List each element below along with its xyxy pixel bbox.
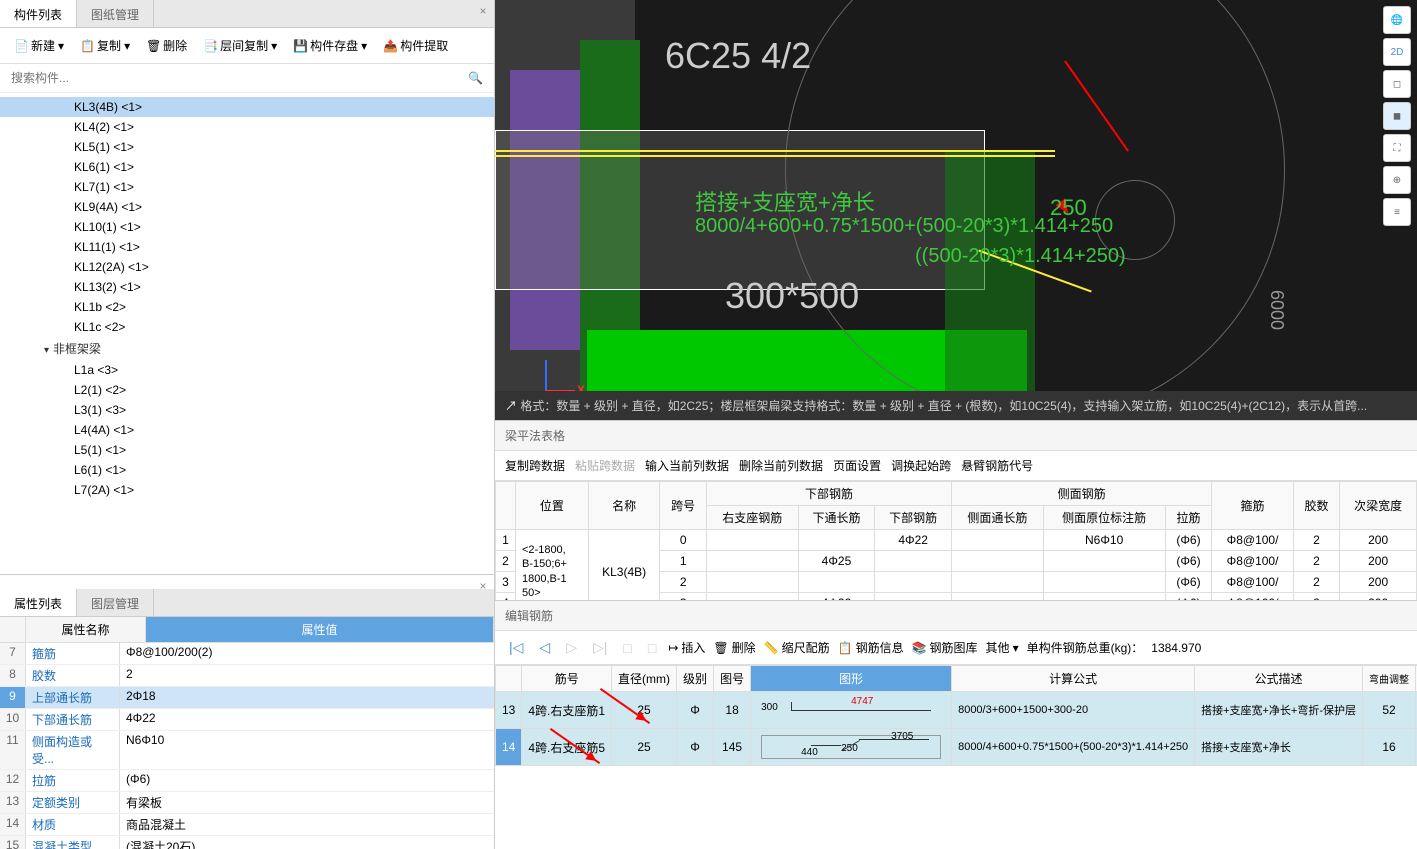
store-button[interactable]: 💾构件存盘▾ <box>287 34 373 57</box>
vp-tool-2d[interactable]: 2D <box>1383 38 1411 66</box>
other-button[interactable]: 其他 ▾ <box>986 639 1019 656</box>
tool-del-col[interactable]: 删除当前列数据 <box>739 457 823 474</box>
prop-row[interactable]: 7箍筋Φ8@100/200(2) <box>0 643 494 665</box>
tool-input-col[interactable]: 输入当前列数据 <box>645 457 729 474</box>
tree-item[interactable]: KL5(1) <1> <box>0 137 494 157</box>
prop-row[interactable]: 11侧面构造或受...N6Φ10 <box>0 731 494 770</box>
floor-copy-button[interactable]: 📑层间复制▾ <box>197 34 283 57</box>
prop-header: 属性名称 属性值 <box>0 617 494 643</box>
prop-row[interactable]: 13定额类别有梁板 <box>0 792 494 814</box>
search-row: 🔍 <box>0 64 494 93</box>
total-label: 单构件钢筋总重(kg)： <box>1027 639 1144 656</box>
vp-tools: 🌐 2D ◻ ◼ ⛶ ⊕ ≡ <box>1383 6 1411 226</box>
tree-item[interactable]: L4(4A) <1> <box>0 420 494 440</box>
tab-drawing-mgmt[interactable]: 图纸管理 <box>77 0 154 27</box>
tool-copy-span[interactable]: 复制跨数据 <box>505 457 565 474</box>
tree-item[interactable]: KL1b <2> <box>0 297 494 317</box>
vp-tool-cube1[interactable]: ◻ <box>1383 70 1411 98</box>
scale-button[interactable]: 📏 缩尺配筋 <box>764 639 830 656</box>
tree-item[interactable]: KL3(4B) <1> <box>0 97 494 117</box>
mid-table: 位置名称跨号 下部钢筋侧面钢筋 箍筋胶数次梁宽度 右支座钢筋下通长筋下部钢筋 侧… <box>495 481 1417 600</box>
tree-item[interactable]: KL13(2) <1> <box>0 277 494 297</box>
mid-toolbar: 复制跨数据 粘贴跨数据 输入当前列数据 删除当前列数据 页面设置 调换起始跨 悬… <box>495 451 1417 481</box>
tree-item[interactable]: L6(1) <1> <box>0 460 494 480</box>
left-toolbar: 📄新建▾ 📋复制▾ 🗑删除 📑层间复制▾ 💾构件存盘▾ 📤构件提取 <box>0 28 494 64</box>
tree-item[interactable]: KL10(1) <1> <box>0 217 494 237</box>
tree-item[interactable]: L7(2A) <1> <box>0 480 494 500</box>
delete-button[interactable]: 🗑删除 <box>140 34 193 57</box>
nav-box1[interactable]: □ <box>619 638 635 658</box>
nav-first[interactable]: |◁ <box>505 637 527 658</box>
tree-item[interactable]: KL7(1) <1> <box>0 177 494 197</box>
prop-row[interactable]: 12拉筋(Φ6) <box>0 770 494 792</box>
search-icon[interactable]: 🔍 <box>465 68 486 88</box>
header-value: 属性值 <box>146 617 494 642</box>
tool-page-setup[interactable]: 页面设置 <box>833 457 881 474</box>
tool-swap-span[interactable]: 调换起始跨 <box>891 457 951 474</box>
lib-button[interactable]: 📚 钢筋图库 <box>912 639 978 656</box>
search-input[interactable] <box>8 68 465 88</box>
tree-item[interactable]: 非框架梁 <box>0 337 494 360</box>
vp-val-250: 250 <box>1050 195 1087 221</box>
copy-button[interactable]: 📋复制▾ <box>74 34 136 57</box>
vp-tool-fit[interactable]: ⛶ <box>1383 134 1411 162</box>
tree-item[interactable]: KL12(2A) <1> <box>0 257 494 277</box>
mid-title: 梁平法表格 <box>495 421 1417 451</box>
prop-row[interactable]: 10下部通长筋4Φ22 <box>0 709 494 731</box>
insert-button[interactable]: ↦ 插入 <box>668 639 705 656</box>
bot-toolbar: |◁ ◁ ▷ ▷| □ □ ↦ 插入 🗑 删除 📏 缩尺配筋 📋 钢筋信息 📚 … <box>495 631 1417 665</box>
vp-side-6000: 6000 <box>1266 290 1287 330</box>
tree-item[interactable]: KL11(1) <1> <box>0 237 494 257</box>
nav-last[interactable]: ▷| <box>589 637 611 658</box>
table-row[interactable]: 144跨.右支座筋525Φ145 440 250 3705 8000/4+600… <box>496 729 1417 766</box>
tab-component-list[interactable]: 构件列表 <box>0 0 77 27</box>
total-value: 1384.970 <box>1151 641 1201 655</box>
prop-table: 7箍筋Φ8@100/200(2)8胶数29上部通长筋2Φ1810下部通长筋4Φ2… <box>0 643 494 849</box>
bot-title: 编辑钢筋 <box>495 601 1417 631</box>
header-name: 属性名称 <box>26 617 146 642</box>
prop-row[interactable]: 15混凝土类型(混凝土20石) <box>0 836 494 849</box>
viewport-3d[interactable]: 6C25 4/2 300*500 搭接+支座宽+净长 8000/4+600+0.… <box>495 0 1417 420</box>
vp-tool-layers[interactable]: ≡ <box>1383 198 1411 226</box>
info-button[interactable]: 📋 钢筋信息 <box>838 639 904 656</box>
bot-table: 筋号直径(mm)级别图号 图形计算公式公式描述 弯曲调整长度根数搭接 134跨.… <box>495 665 1417 766</box>
close-icon[interactable]: × <box>476 579 490 593</box>
delete-button[interactable]: 🗑 删除 <box>713 639 755 656</box>
vp-tool-cube2[interactable]: ◼ <box>1383 102 1411 130</box>
left-tabs: 构件列表 图纸管理 <box>0 0 494 28</box>
tree-item[interactable]: KL6(1) <1> <box>0 157 494 177</box>
prop-tabs: 属性列表 图层管理 <box>0 589 494 617</box>
vp-dim-text: 300*500 <box>725 275 859 317</box>
close-icon[interactable]: × <box>476 4 490 18</box>
tree-item[interactable]: KL4(2) <1> <box>0 117 494 137</box>
tab-layers[interactable]: 图层管理 <box>77 589 154 616</box>
tree-item[interactable]: KL9(4A) <1> <box>0 197 494 217</box>
tool-cantilever[interactable]: 悬臂钢筋代号 <box>961 457 1033 474</box>
nav-next[interactable]: ▷ <box>562 637 581 658</box>
tool-paste-span[interactable]: 粘贴跨数据 <box>575 457 635 474</box>
nav-box2[interactable]: □ <box>644 638 660 658</box>
new-button[interactable]: 📄新建▾ <box>8 34 70 57</box>
tab-properties[interactable]: 属性列表 <box>0 589 77 616</box>
tree-item[interactable]: L5(1) <1> <box>0 440 494 460</box>
vp-hint-bar: ↗ 格式：数量 + 级别 + 直径，如2C25；楼层框架扁梁支持格式：数量 + … <box>495 391 1417 420</box>
nav-prev[interactable]: ◁ <box>535 637 554 658</box>
vp-tool-globe[interactable]: 🌐 <box>1383 6 1411 34</box>
prop-row[interactable]: 8胶数2 <box>0 665 494 687</box>
vp-calc1: 搭接+支座宽+净长 <box>695 185 875 217</box>
table-row[interactable]: 1<2-1800,B-150;6+1800,B-150>KL3(4B)04Φ22… <box>496 530 1417 551</box>
tree-item[interactable]: L3(1) <3> <box>0 400 494 420</box>
tree-item[interactable]: L2(1) <2> <box>0 380 494 400</box>
tree-item[interactable]: KL1c <2> <box>0 317 494 337</box>
prop-row[interactable]: 14材质商品混凝土 <box>0 814 494 836</box>
component-tree: KL3(4B) <1>KL4(2) <1>KL5(1) <1>KL6(1) <1… <box>0 93 494 574</box>
extract-button[interactable]: 📤构件提取 <box>377 34 454 57</box>
tree-item[interactable]: L1a <3> <box>0 360 494 380</box>
prop-row[interactable]: 9上部通长筋2Φ18 <box>0 687 494 709</box>
vp-tool-target[interactable]: ⊕ <box>1383 166 1411 194</box>
vp-title-text: 6C25 4/2 <box>665 35 811 77</box>
vp-calc3: ((500-20*3)*1.414+250) <box>915 245 1126 268</box>
